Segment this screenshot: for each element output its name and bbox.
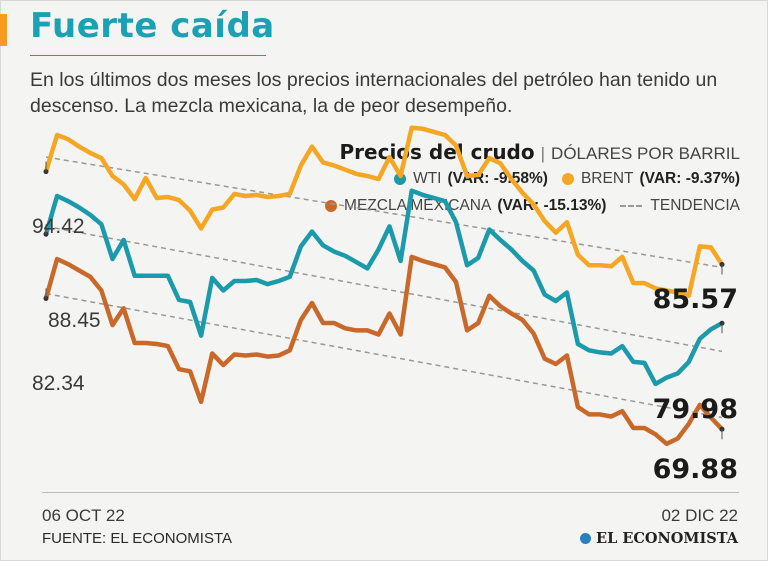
page-title: Fuerte caída [30, 6, 275, 46]
legend-heading: Precios del crudo | DÓLARES POR BARRIL [340, 140, 741, 164]
series-line-mezcla [43, 254, 725, 447]
series-line-wti [43, 188, 725, 387]
series-line-brent [43, 125, 725, 298]
marker-group [43, 161, 725, 440]
x-axis-end-date: 02 DIC 22 [661, 506, 738, 525]
legend-item-brent: BRENT (VAR: -9.37%) [561, 170, 740, 188]
legend-trend-label: TENDENCIA [650, 197, 740, 214]
title-underline [30, 55, 266, 56]
legend-mezcla-label: MEZCLA MEXICANA [344, 197, 492, 214]
wti-end-label: 79.98 [653, 394, 738, 425]
mezcla-end-label: 69.88 [653, 454, 738, 485]
axis-baseline [42, 492, 739, 493]
legend-item-mezcla: MEZCLA MEXICANA (VAR: -15.13%) [325, 197, 606, 215]
mezcla-start-label: 82.34 [32, 372, 85, 395]
legend-wti-label: WTI [413, 170, 442, 187]
source-note: FUENTE: EL ECONOMISTA [42, 530, 233, 547]
trendline-group [45, 156, 723, 419]
legend-brent-label: BRENT [580, 170, 634, 187]
legend-brent-var: (VAR: -9.37%) [639, 170, 740, 187]
chart-title: Precios del crudo [339, 140, 535, 164]
title-accent-bar [0, 14, 7, 46]
dashed-line-icon [620, 205, 643, 207]
trendline-wti [45, 225, 723, 353]
legend-separator: | [540, 144, 546, 163]
mezcla-dot-icon [325, 200, 338, 212]
x-axis-start-date: 06 OCT 22 [42, 506, 125, 525]
brand-logo: EL ECONOMISTA [580, 530, 738, 547]
brent-end-label: 85.57 [653, 284, 738, 315]
trendline-mezcla [45, 292, 723, 419]
globe-icon [580, 533, 592, 544]
subtitle-text: En los últimos dos meses los precios int… [30, 69, 718, 117]
legend-row-2: MEZCLA MEXICANA (VAR: -15.13%) TENDENCIA [311, 197, 740, 215]
legend-mezcla-var: (VAR: -15.13%) [497, 197, 607, 214]
trendline-brent [45, 156, 723, 269]
brand-name: EL ECONOMISTA [596, 530, 738, 547]
wti-start-label: 88.45 [48, 309, 101, 332]
chart-unit: DÓLARES POR BARRIL [551, 144, 740, 163]
legend-item-trend: TENDENCIA [620, 197, 740, 215]
brent-dot-icon [561, 173, 574, 185]
brent-start-label: 94.42 [32, 215, 85, 238]
wti-dot-icon [394, 173, 407, 185]
series-group [43, 125, 725, 447]
